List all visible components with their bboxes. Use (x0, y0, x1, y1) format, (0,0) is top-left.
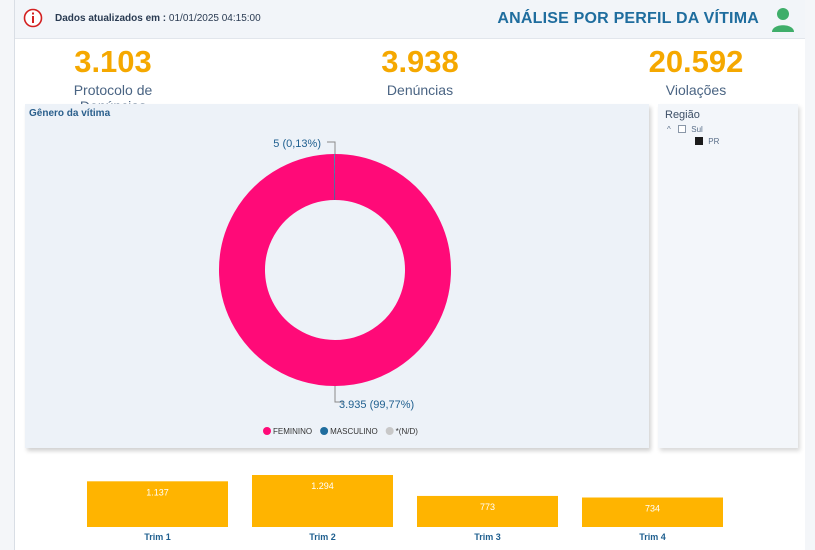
donut-slice-feminino[interactable] (219, 154, 451, 386)
tree-item-sul[interactable]: ^ Sul (667, 125, 703, 134)
legend-label: *(N/D) (396, 427, 419, 436)
kpi-value: 3.103 (74, 44, 152, 79)
legend-marker (320, 427, 329, 435)
legend-marker (263, 427, 271, 435)
tree-item-pr[interactable]: PR (695, 137, 719, 146)
bar-trim-4[interactable] (582, 497, 723, 527)
legend-label: MASCULINO (330, 427, 378, 436)
bar-trim-1[interactable] (87, 481, 228, 527)
filter-title: Região (665, 109, 700, 121)
info-icon[interactable] (23, 8, 43, 28)
bar-trim-3[interactable] (417, 495, 558, 527)
bar-trim-2[interactable] (252, 475, 393, 527)
gender-chart-card: Gênero da vítima 3.935 (99,77%) 5 (0,13%)… (25, 104, 649, 448)
header-bar: Dados atualizados em : 01/01/2025 04:15:… (15, 0, 805, 39)
legend-item-feminino[interactable]: FEMININO (263, 427, 312, 436)
leader-line (334, 386, 343, 403)
kpi-value: 3.938 (381, 44, 459, 79)
region-filter: Região ^ Sul PR (658, 104, 798, 448)
tree-item-label: Sul (691, 125, 703, 134)
data-label: 5 (0,13%) (273, 138, 321, 150)
category-label: Trim 4 (639, 532, 666, 542)
data-label: 3.935 (99,77%) (339, 399, 414, 411)
page-title: ANÁLISE POR PERFIL DA VÍTIMA (497, 10, 759, 27)
kpi-violacoes: 20.592 Violações (626, 44, 766, 98)
quarter-bar-chart: 1.137 Trim 1 1.294 Trim 2 773 Trim 3 734 Trim 4 (87, 475, 723, 542)
bar-value-label: 734 (645, 504, 660, 514)
kpi-label: Denúncias (386, 82, 454, 98)
dashboard-page: Dados atualizados em : 01/01/2025 04:15:… (14, 0, 805, 550)
chart-title: Gênero da vítima (29, 108, 111, 119)
kpi-label: Violações (665, 82, 727, 98)
leader-line (327, 141, 336, 154)
tree-item-label: PR (708, 137, 720, 146)
checkbox-icon[interactable] (678, 125, 686, 133)
collapse-icon[interactable]: ^ (667, 125, 671, 134)
bar-value-label: 1.137 (146, 487, 169, 497)
category-label: Trim 2 (309, 532, 336, 542)
legend-item-masculino[interactable]: MASCULINO (320, 427, 378, 436)
checkbox-checked-icon[interactable] (695, 137, 703, 145)
updated-label: Dados atualizados em : (55, 13, 167, 24)
legend-marker (385, 427, 394, 435)
user-icon (772, 8, 794, 32)
gender-donut-chart: 3.935 (99,77%) 5 (0,13%) FEMININO MASCULINO… (219, 138, 451, 436)
bar-value-label: 773 (480, 502, 495, 512)
update-info: Dados atualizados em : 01/01/2025 04:15:… (55, 13, 261, 24)
kpi-denuncias: 3.938 Denúncias (350, 44, 490, 98)
category-label: Trim 3 (474, 532, 501, 542)
category-label: Trim 1 (144, 532, 171, 542)
legend-label: FEMININO (273, 427, 312, 436)
kpi-value: 20.592 (648, 44, 744, 79)
updated-value: 01/01/2025 04:15:00 (168, 13, 261, 24)
bar-value-label: 1.294 (311, 481, 334, 491)
legend-item-nd[interactable]: *(N/D) (385, 427, 419, 436)
